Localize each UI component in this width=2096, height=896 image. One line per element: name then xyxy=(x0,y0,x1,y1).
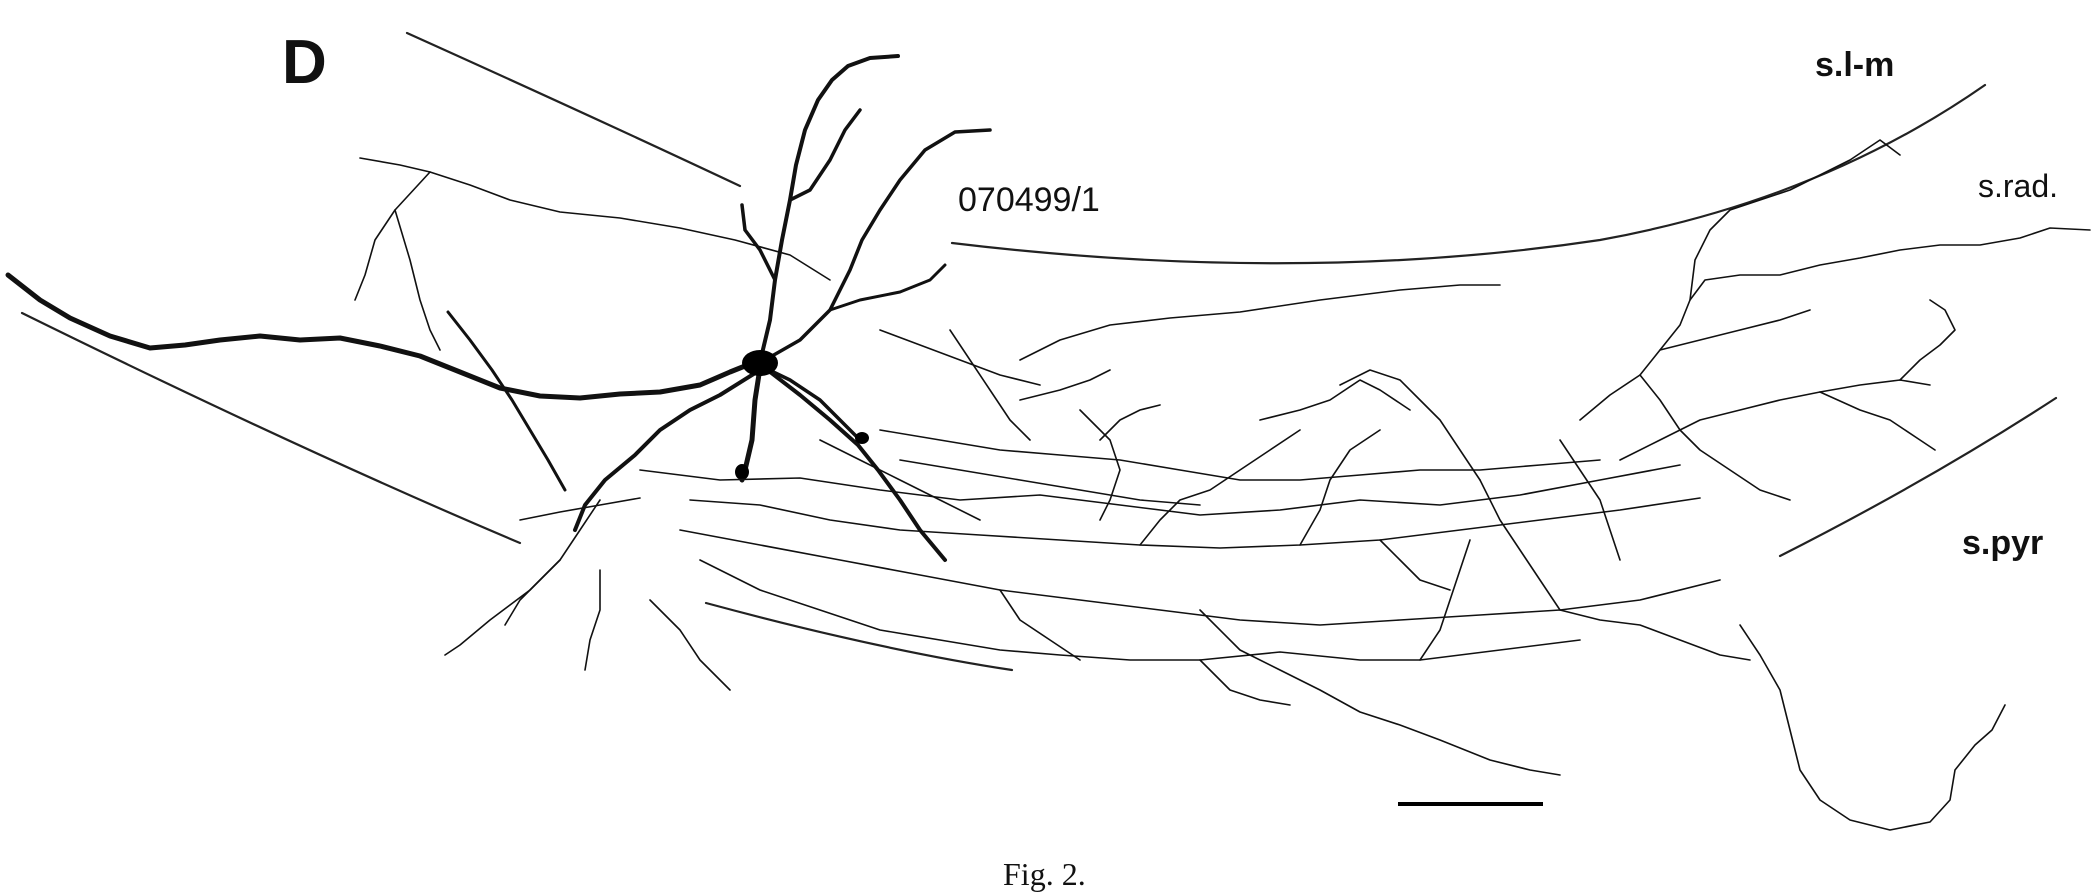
axon-branch xyxy=(679,529,1721,626)
axon-branch xyxy=(1639,374,1791,501)
dendrite-down-4 xyxy=(763,366,862,442)
boundary-slm-upper-left xyxy=(405,31,742,188)
dendrite-down-3 xyxy=(573,368,762,532)
dendrite-apical-1 xyxy=(758,54,900,364)
layer-label-srad: s.rad. xyxy=(1978,168,2059,204)
boundary-pyr-right xyxy=(1778,396,2058,558)
axon-branch xyxy=(1739,624,2006,831)
axon-branch xyxy=(649,599,731,691)
axon-branch xyxy=(689,497,1701,549)
layer-boundaries xyxy=(20,31,2058,672)
figure-caption: Fig. 2. xyxy=(1003,856,1086,892)
cell-id-label: 070499/1 xyxy=(958,181,1100,219)
axon-branch xyxy=(639,464,1681,516)
axon-branch xyxy=(699,559,1581,661)
axon-branch xyxy=(1559,439,1621,561)
boundary-slm-lower xyxy=(950,83,1987,265)
dendrite-apical-3 xyxy=(788,108,862,202)
axon-branch xyxy=(354,171,431,301)
axon-branch xyxy=(879,429,1601,481)
axonal-arbor xyxy=(354,139,2091,831)
dendrite-right-1 xyxy=(763,128,992,362)
axon-branch xyxy=(949,329,1031,441)
axon-branch xyxy=(584,569,601,671)
layer-label-spyr: s.pyr xyxy=(1962,524,2044,562)
soma xyxy=(735,350,869,480)
axon-branch xyxy=(1079,409,1121,521)
dendrite-left-oblique xyxy=(446,310,567,492)
axon-branch xyxy=(879,329,1041,386)
soma-bouton-2 xyxy=(855,432,869,444)
axon-branch xyxy=(1199,609,1561,776)
axon-branch xyxy=(1019,369,1111,401)
axon-branch xyxy=(1379,539,1451,591)
soma-bouton-1 xyxy=(735,464,749,480)
dendrite-down-1 xyxy=(739,365,763,483)
axon-branch xyxy=(1819,391,1936,451)
dendrite-long-left xyxy=(5,272,758,401)
dendrite-right-2 xyxy=(828,263,947,312)
axon-branch xyxy=(1299,429,1381,546)
axon-branch xyxy=(899,459,1201,506)
axon-branch xyxy=(1479,479,1561,611)
axon-branch xyxy=(999,589,1081,661)
axon-branch xyxy=(1099,404,1161,441)
axon-branch xyxy=(504,499,601,626)
axon-branch xyxy=(1019,284,1501,361)
axon-branch xyxy=(1139,429,1301,546)
axon-branch xyxy=(1259,379,1411,421)
axon-branch xyxy=(1899,299,1956,381)
soma-body xyxy=(742,350,778,376)
dendrite-down-2 xyxy=(763,366,947,562)
axon-branch xyxy=(359,157,831,281)
boundary-pyr-left-lower xyxy=(704,601,1014,672)
axon-branch xyxy=(1619,379,1931,461)
axon-branch xyxy=(1339,369,1481,481)
panel-label: D xyxy=(282,28,327,97)
axon-branch xyxy=(1659,309,1811,351)
layer-label-slm: s.l-m xyxy=(1815,46,1895,84)
boundary-pyr-left-upper xyxy=(20,311,522,545)
axon-branch xyxy=(819,439,981,521)
axon-branch xyxy=(1199,659,1291,706)
axon-branch xyxy=(519,497,641,521)
axon-branch xyxy=(1579,227,2091,421)
dendrites xyxy=(5,54,992,562)
axon-branch xyxy=(1559,609,1751,661)
dendrite-apical-2 xyxy=(740,203,777,282)
axon-branch xyxy=(444,559,561,656)
axon-branch xyxy=(1689,139,1901,301)
axon-branch xyxy=(394,209,441,351)
axon-branch xyxy=(1419,539,1471,661)
